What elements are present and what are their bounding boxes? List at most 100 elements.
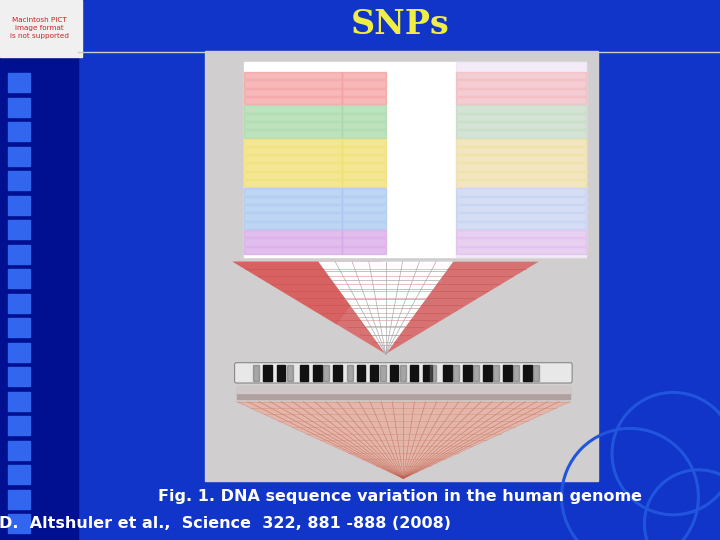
Bar xyxy=(456,197,586,204)
Bar xyxy=(503,364,512,381)
Bar xyxy=(456,230,586,237)
Bar xyxy=(8,171,30,190)
Bar xyxy=(323,364,329,381)
Bar xyxy=(253,364,259,381)
Bar xyxy=(276,364,285,381)
Bar xyxy=(8,294,30,313)
Bar xyxy=(456,164,586,171)
Bar xyxy=(342,213,386,221)
Bar xyxy=(0,0,82,57)
Bar xyxy=(342,130,386,138)
Bar xyxy=(456,138,586,146)
Bar xyxy=(464,364,472,381)
Bar xyxy=(8,269,30,288)
Bar xyxy=(342,230,386,237)
Bar xyxy=(333,364,342,381)
Bar xyxy=(456,105,586,112)
Bar xyxy=(0,0,78,540)
Bar xyxy=(523,364,532,381)
Bar xyxy=(444,364,451,381)
Bar xyxy=(380,364,386,381)
Bar xyxy=(410,364,418,381)
Bar xyxy=(342,138,386,146)
Bar xyxy=(245,188,342,195)
Bar xyxy=(342,122,386,129)
Bar xyxy=(245,180,342,187)
Bar xyxy=(245,80,342,87)
Bar xyxy=(264,364,271,381)
Bar xyxy=(245,247,342,254)
Polygon shape xyxy=(233,262,386,354)
Bar xyxy=(245,113,342,121)
Bar xyxy=(287,364,292,381)
Bar xyxy=(534,364,539,381)
Bar xyxy=(346,364,353,381)
Bar xyxy=(456,155,586,163)
Bar xyxy=(245,147,342,154)
Bar xyxy=(342,97,386,104)
Text: SNPs: SNPs xyxy=(351,9,449,42)
Bar xyxy=(300,364,308,381)
Bar xyxy=(8,416,30,435)
Bar xyxy=(8,465,30,484)
Bar xyxy=(342,247,386,254)
Bar xyxy=(245,172,342,179)
Bar xyxy=(245,122,342,129)
Bar xyxy=(456,72,586,79)
Polygon shape xyxy=(237,402,570,478)
Bar xyxy=(245,213,342,221)
Bar xyxy=(513,364,519,381)
Bar xyxy=(423,364,432,381)
Bar xyxy=(237,387,570,400)
Bar xyxy=(456,188,586,195)
Bar xyxy=(456,80,586,87)
Bar xyxy=(245,97,342,104)
Bar xyxy=(205,51,598,481)
Polygon shape xyxy=(386,262,539,354)
Bar xyxy=(245,221,342,229)
Bar xyxy=(342,155,386,163)
Bar xyxy=(245,164,342,171)
Bar xyxy=(245,238,342,246)
Bar xyxy=(493,364,500,381)
Bar xyxy=(342,188,386,195)
Bar xyxy=(8,392,30,410)
Bar xyxy=(8,73,30,92)
Bar xyxy=(342,113,386,121)
Bar xyxy=(342,89,386,96)
Text: Fig. 1. DNA sequence variation in the human genome: Fig. 1. DNA sequence variation in the hu… xyxy=(158,489,642,504)
Bar xyxy=(313,364,322,381)
Bar xyxy=(370,364,378,381)
Bar xyxy=(8,98,30,117)
Bar xyxy=(456,205,586,212)
Bar xyxy=(8,367,30,386)
Bar xyxy=(342,105,386,112)
Bar xyxy=(8,342,30,361)
Bar xyxy=(456,172,586,179)
Bar xyxy=(245,205,342,212)
Bar xyxy=(245,62,586,258)
Bar xyxy=(8,489,30,509)
Bar xyxy=(456,97,586,104)
Bar xyxy=(8,318,30,337)
Bar xyxy=(474,364,480,381)
Text: D.  Altshuler et al.,  Science  322, 881 -888 (2008): D. Altshuler et al., Science 322, 881 -8… xyxy=(0,516,451,530)
Bar xyxy=(456,122,586,129)
Bar xyxy=(245,89,342,96)
FancyBboxPatch shape xyxy=(235,363,572,383)
Polygon shape xyxy=(318,262,453,354)
Bar xyxy=(342,72,386,79)
Bar xyxy=(8,441,30,460)
Bar xyxy=(342,197,386,204)
Bar xyxy=(342,172,386,179)
Bar xyxy=(245,197,342,204)
Bar xyxy=(342,147,386,154)
Bar xyxy=(342,221,386,229)
Bar xyxy=(8,220,30,239)
Bar xyxy=(245,105,342,112)
Bar xyxy=(456,180,586,187)
Bar xyxy=(342,80,386,87)
Bar xyxy=(237,387,570,394)
Bar xyxy=(8,122,30,141)
Bar xyxy=(8,195,30,214)
